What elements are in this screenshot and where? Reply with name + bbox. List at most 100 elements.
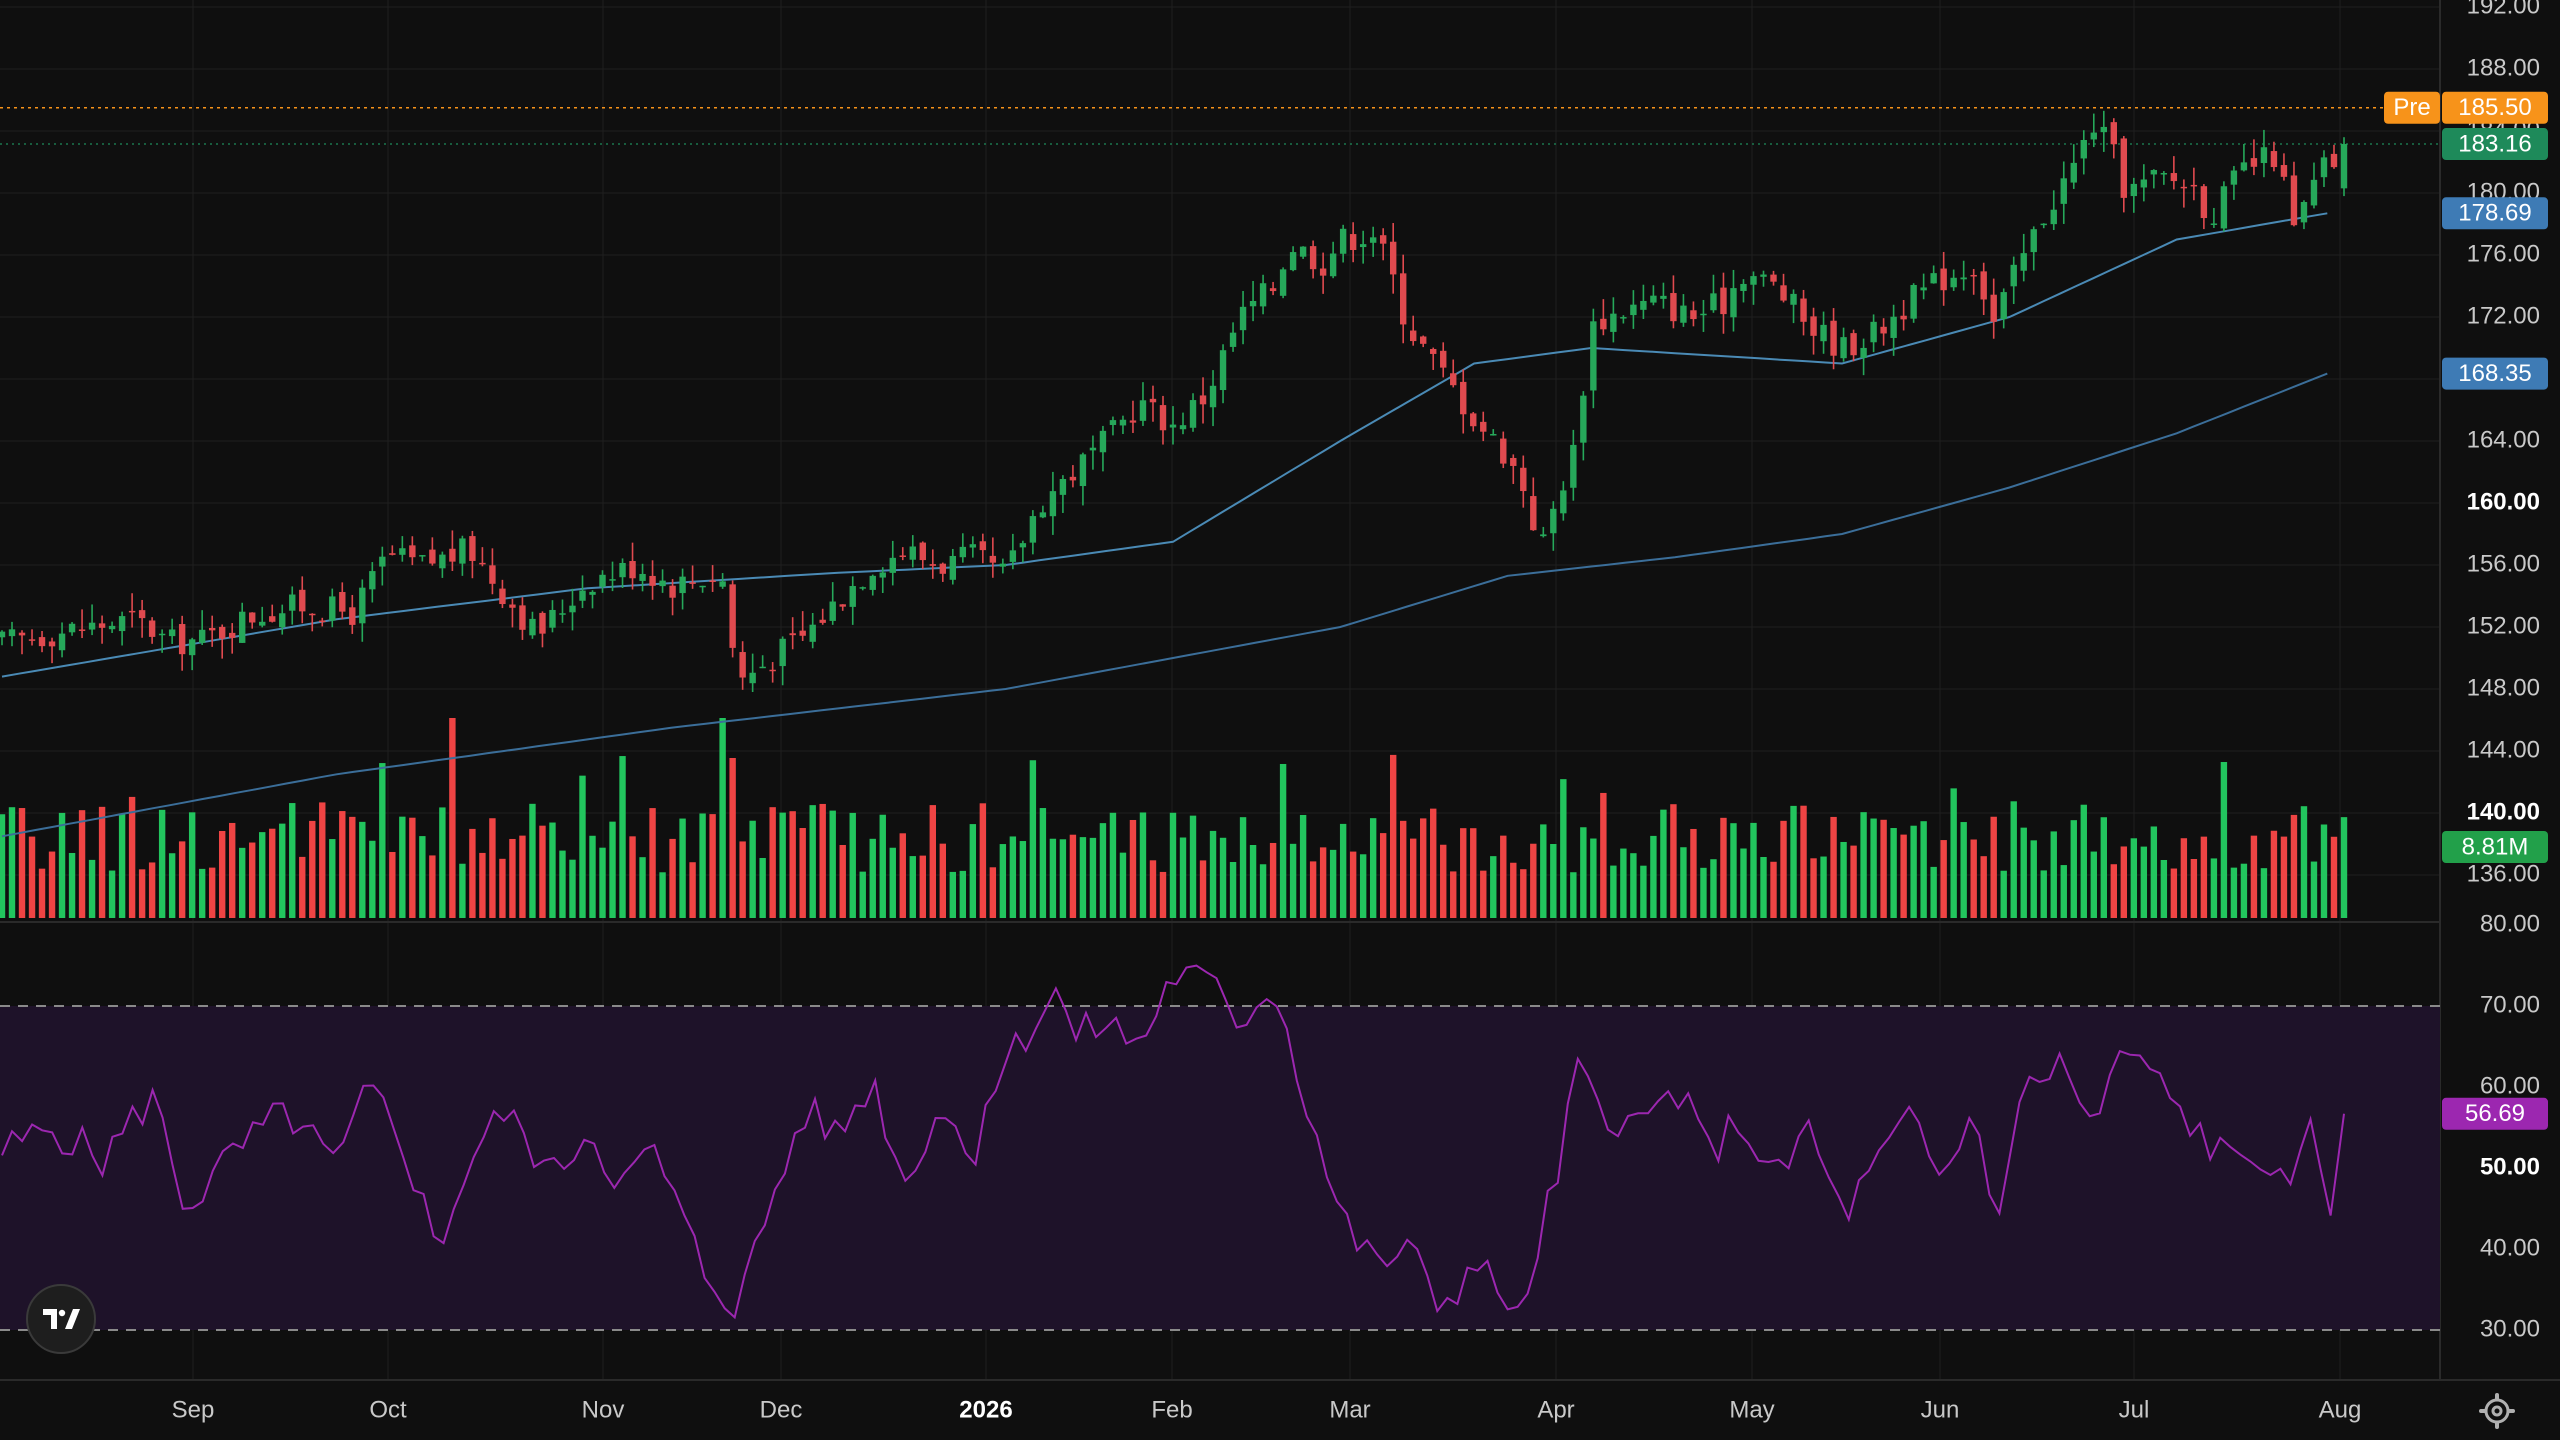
volume-bar-216 [2160,859,2168,918]
price-tag-value-2: 178.69 [2458,200,2531,227]
candle-body-199 [1990,294,1997,322]
price-tick-4: 176.00 [2467,240,2540,267]
candle-body-194 [1940,268,1947,291]
volume-bar-145 [1450,871,1457,918]
candle-body-43 [429,549,436,564]
volume-bar-106 [1059,839,1067,918]
candle-body-192 [1920,287,1927,291]
volume-bar-92 [919,855,926,918]
candle-body-122 [1219,350,1227,391]
candle-body-203 [2030,229,2037,253]
candle-body-158 [1580,395,1587,443]
candle-body-153 [1530,496,1537,531]
volume-bar-73 [729,758,736,918]
volume-bar-207 [2070,820,2077,918]
volume-bar-183 [1830,816,1837,918]
volume-bar-123 [1229,862,1237,918]
candle-body-142 [1420,336,1427,344]
volume-bar-196 [1960,822,1967,918]
candle-body-58 [579,590,586,601]
volume-bar-163 [1630,853,1637,918]
candle-body-103 [1029,516,1037,543]
volume-bar-66 [659,872,666,918]
candle-body-165 [1650,295,1657,303]
candle-body-8 [78,629,86,631]
candle-body-210 [2100,126,2107,133]
volume-bar-229 [2290,814,2298,918]
candles [0,110,2348,693]
candle-body-234 [2340,144,2348,189]
candle-body-59 [589,591,596,595]
volume-bar-173 [1730,823,1737,918]
volume-bar-112 [1119,852,1127,918]
candle-body-50 [499,588,506,605]
candle-body-18 [178,624,186,655]
volume-bar-93 [929,805,936,918]
volume-bar-232 [2320,824,2328,918]
candle-body-89 [889,557,896,573]
candle-body-19 [188,639,196,656]
candle-body-160 [1600,318,1607,330]
volume-bar-121 [1209,830,1217,918]
gear-icon[interactable] [2478,1392,2516,1430]
candle-body-105 [1049,491,1057,517]
rsi-tick-2: 60.00 [2480,1072,2540,1099]
volume-bar-178 [1780,820,1787,918]
volume-bar-215 [2150,826,2158,918]
volume-bar-158 [1580,827,1587,918]
candle-body-224 [2240,162,2248,171]
volume-bar-113 [1129,819,1137,918]
rsi-axis[interactable]: 80.00 70.00 60.00 50.00 40.00 30.00 [2480,910,2540,1342]
volume-bar-154 [1540,824,1547,918]
candle-body-170 [1700,313,1707,316]
candle-body-63 [629,561,636,579]
volume-bar-129 [1289,843,1297,918]
candle-body-1 [8,629,16,637]
candle-body-67 [669,585,676,598]
candle-body-76 [759,666,766,669]
candle-body-136 [1359,244,1367,248]
candle-body-174 [1740,283,1747,291]
month-label-7: Apr [1537,1396,1574,1423]
candle-body-112 [1119,419,1127,426]
rsi-pane [1,964,2345,1320]
volume-bar-52 [519,835,526,918]
candle-body-200 [2000,292,2007,320]
candle-body-78 [779,638,786,667]
candle-body-68 [679,576,686,594]
volume-bar-80 [799,828,806,918]
candle-body-133 [1329,253,1337,277]
time-axis[interactable]: Sep Oct Nov Dec 2026 Feb Mar Apr May Jun Jul Aug [172,1396,2362,1423]
candle-body-211 [2110,122,2118,145]
price-tick-7: 164.00 [2467,426,2540,453]
candle-body-128 [1279,269,1287,296]
candle-body-137 [1369,237,1377,243]
candle-body-82 [819,619,826,623]
tradingview-logo-icon[interactable] [26,1284,96,1354]
volume-bar-89 [889,847,896,918]
volume-bar-197 [1970,839,1977,918]
volume-bar-79 [789,811,796,918]
month-label-1: Oct [369,1396,407,1423]
price-tag-value-3: 168.35 [2458,360,2531,387]
price-tag-label-0: Pre [2393,94,2430,121]
volume-bar-188 [1880,819,1887,918]
volume-bar-172 [1720,817,1727,918]
candle-body-212 [2120,138,2128,198]
candle-body-127 [1269,288,1277,292]
month-label-3: Dec [760,1396,803,1423]
volume-bar-130 [1299,814,1307,918]
rsi-tick-1: 70.00 [2480,991,2540,1018]
candle-body-168 [1680,305,1687,323]
price-tag-bg-2 [2442,197,2548,230]
price-tick-14: 136.00 [2467,860,2540,887]
volume-bar-22 [218,830,226,918]
volume-bar-78 [779,812,786,918]
volume-bar-1 [8,807,16,918]
candle-body-75 [749,672,756,684]
volume-bar-36 [359,821,366,918]
candle-body-186 [1860,347,1867,358]
volume-bar-62 [619,756,626,918]
candle-body-92 [919,542,926,561]
